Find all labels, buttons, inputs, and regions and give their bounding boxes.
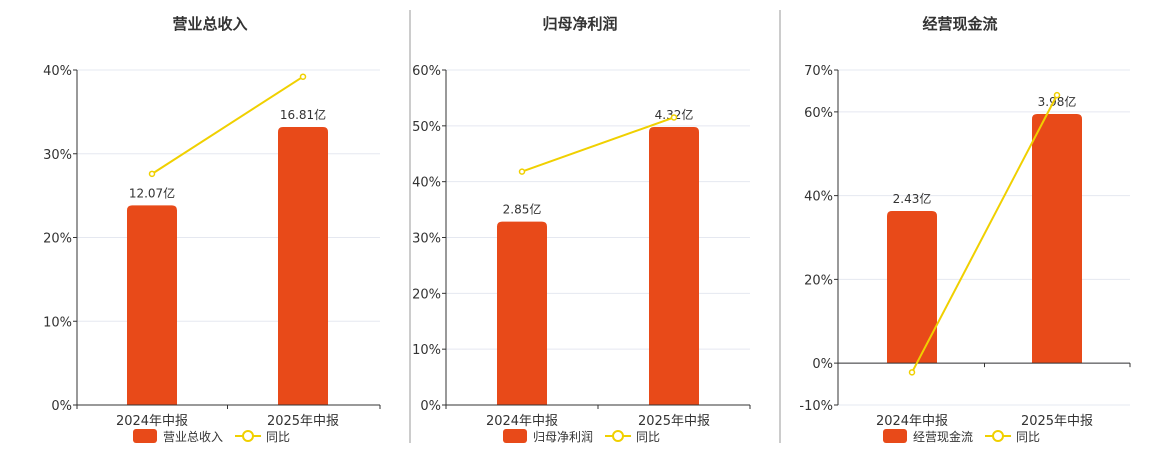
y-tick-label: 60% <box>412 64 441 79</box>
y-tick-label: 50% <box>412 120 441 135</box>
line-point <box>670 114 678 121</box>
line-point <box>518 168 526 175</box>
y-tick-label: 70% <box>804 64 833 79</box>
legend-bar-label: 归母净利润 <box>533 430 593 444</box>
bar-data-label: 3.98亿 <box>1038 94 1077 109</box>
chart-panel-2: 归母净利润0%10%20%30%40%50%60%2.85亿4.32亿2024年… <box>412 15 751 444</box>
chart-title: 归母净利润 <box>542 15 617 33</box>
x-tick-label: 2025年中报 <box>638 414 710 429</box>
y-tick-label: 20% <box>412 287 441 302</box>
bar-data-label: 16.81亿 <box>280 107 326 122</box>
y-tick-label: 60% <box>804 106 833 121</box>
bar <box>1032 113 1082 364</box>
chart-panel-1: 营业总收入 0% 10% 20% 30% 40% 12.07亿 16.81亿 2024年中报 20… <box>43 15 381 444</box>
legend-line-marker <box>612 430 624 442</box>
bar-data-label: 12.07亿 <box>129 185 175 200</box>
legend-bar-swatch <box>503 429 527 443</box>
line-point <box>908 369 916 376</box>
legend-bar-label: 经营现金流 <box>913 429 973 444</box>
y-tick-label: 20% <box>43 232 72 247</box>
y-tick-label: 0% <box>51 399 72 414</box>
chart-panel-3: 经营现金流 -10% 0% 20% 40% 60% 70% 2.43亿 3.98亿 2024年中报… <box>799 15 1131 444</box>
bar-data-label: 2.43亿 <box>893 191 932 206</box>
y-tick-label: 0% <box>812 357 833 372</box>
legend-bar-swatch <box>883 429 907 443</box>
chart-title: 营业总收入 <box>172 15 247 33</box>
y-tick-label: 40% <box>804 190 833 205</box>
y-tick-label: 30% <box>43 148 72 163</box>
y-tick-label: 10% <box>43 315 72 330</box>
x-tick-label: 2024年中报 <box>486 414 558 429</box>
y-tick-label: 0% <box>420 399 441 414</box>
series-line <box>151 75 304 175</box>
chart-title: 经营现金流 <box>922 15 997 33</box>
bar <box>127 205 177 405</box>
bar <box>497 221 547 405</box>
y-tick-label: 40% <box>43 64 72 79</box>
x-tick-label: 2025年中报 <box>1021 414 1093 429</box>
legend-line-marker <box>992 430 1004 442</box>
y-tick-label: 40% <box>412 176 441 191</box>
series-line <box>521 116 675 173</box>
legend-bar-label: 营业总收入 <box>163 430 223 444</box>
bar <box>649 126 699 405</box>
legend-bar-swatch <box>133 429 157 443</box>
legend-line-label: 同比 <box>636 430 660 444</box>
x-tick-label: 2024年中报 <box>116 414 188 429</box>
x-tick-label: 2024年中报 <box>876 414 948 429</box>
legend-line-marker <box>242 430 254 442</box>
y-tick-label: 10% <box>412 343 441 358</box>
line-point <box>1053 91 1061 99</box>
y-tick-label: -10% <box>799 399 833 414</box>
bar <box>278 126 328 405</box>
line-point <box>148 170 156 178</box>
bar-data-label: 2.85亿 <box>503 202 542 217</box>
legend-line-label: 同比 <box>1016 430 1040 444</box>
bar <box>887 211 937 364</box>
line-point <box>299 73 307 80</box>
x-tick-label: 2025年中报 <box>267 414 339 429</box>
y-tick-label: 20% <box>804 273 833 288</box>
series-line <box>911 94 1058 373</box>
legend-line-label: 同比 <box>266 430 290 444</box>
y-tick-label: 30% <box>412 232 441 247</box>
